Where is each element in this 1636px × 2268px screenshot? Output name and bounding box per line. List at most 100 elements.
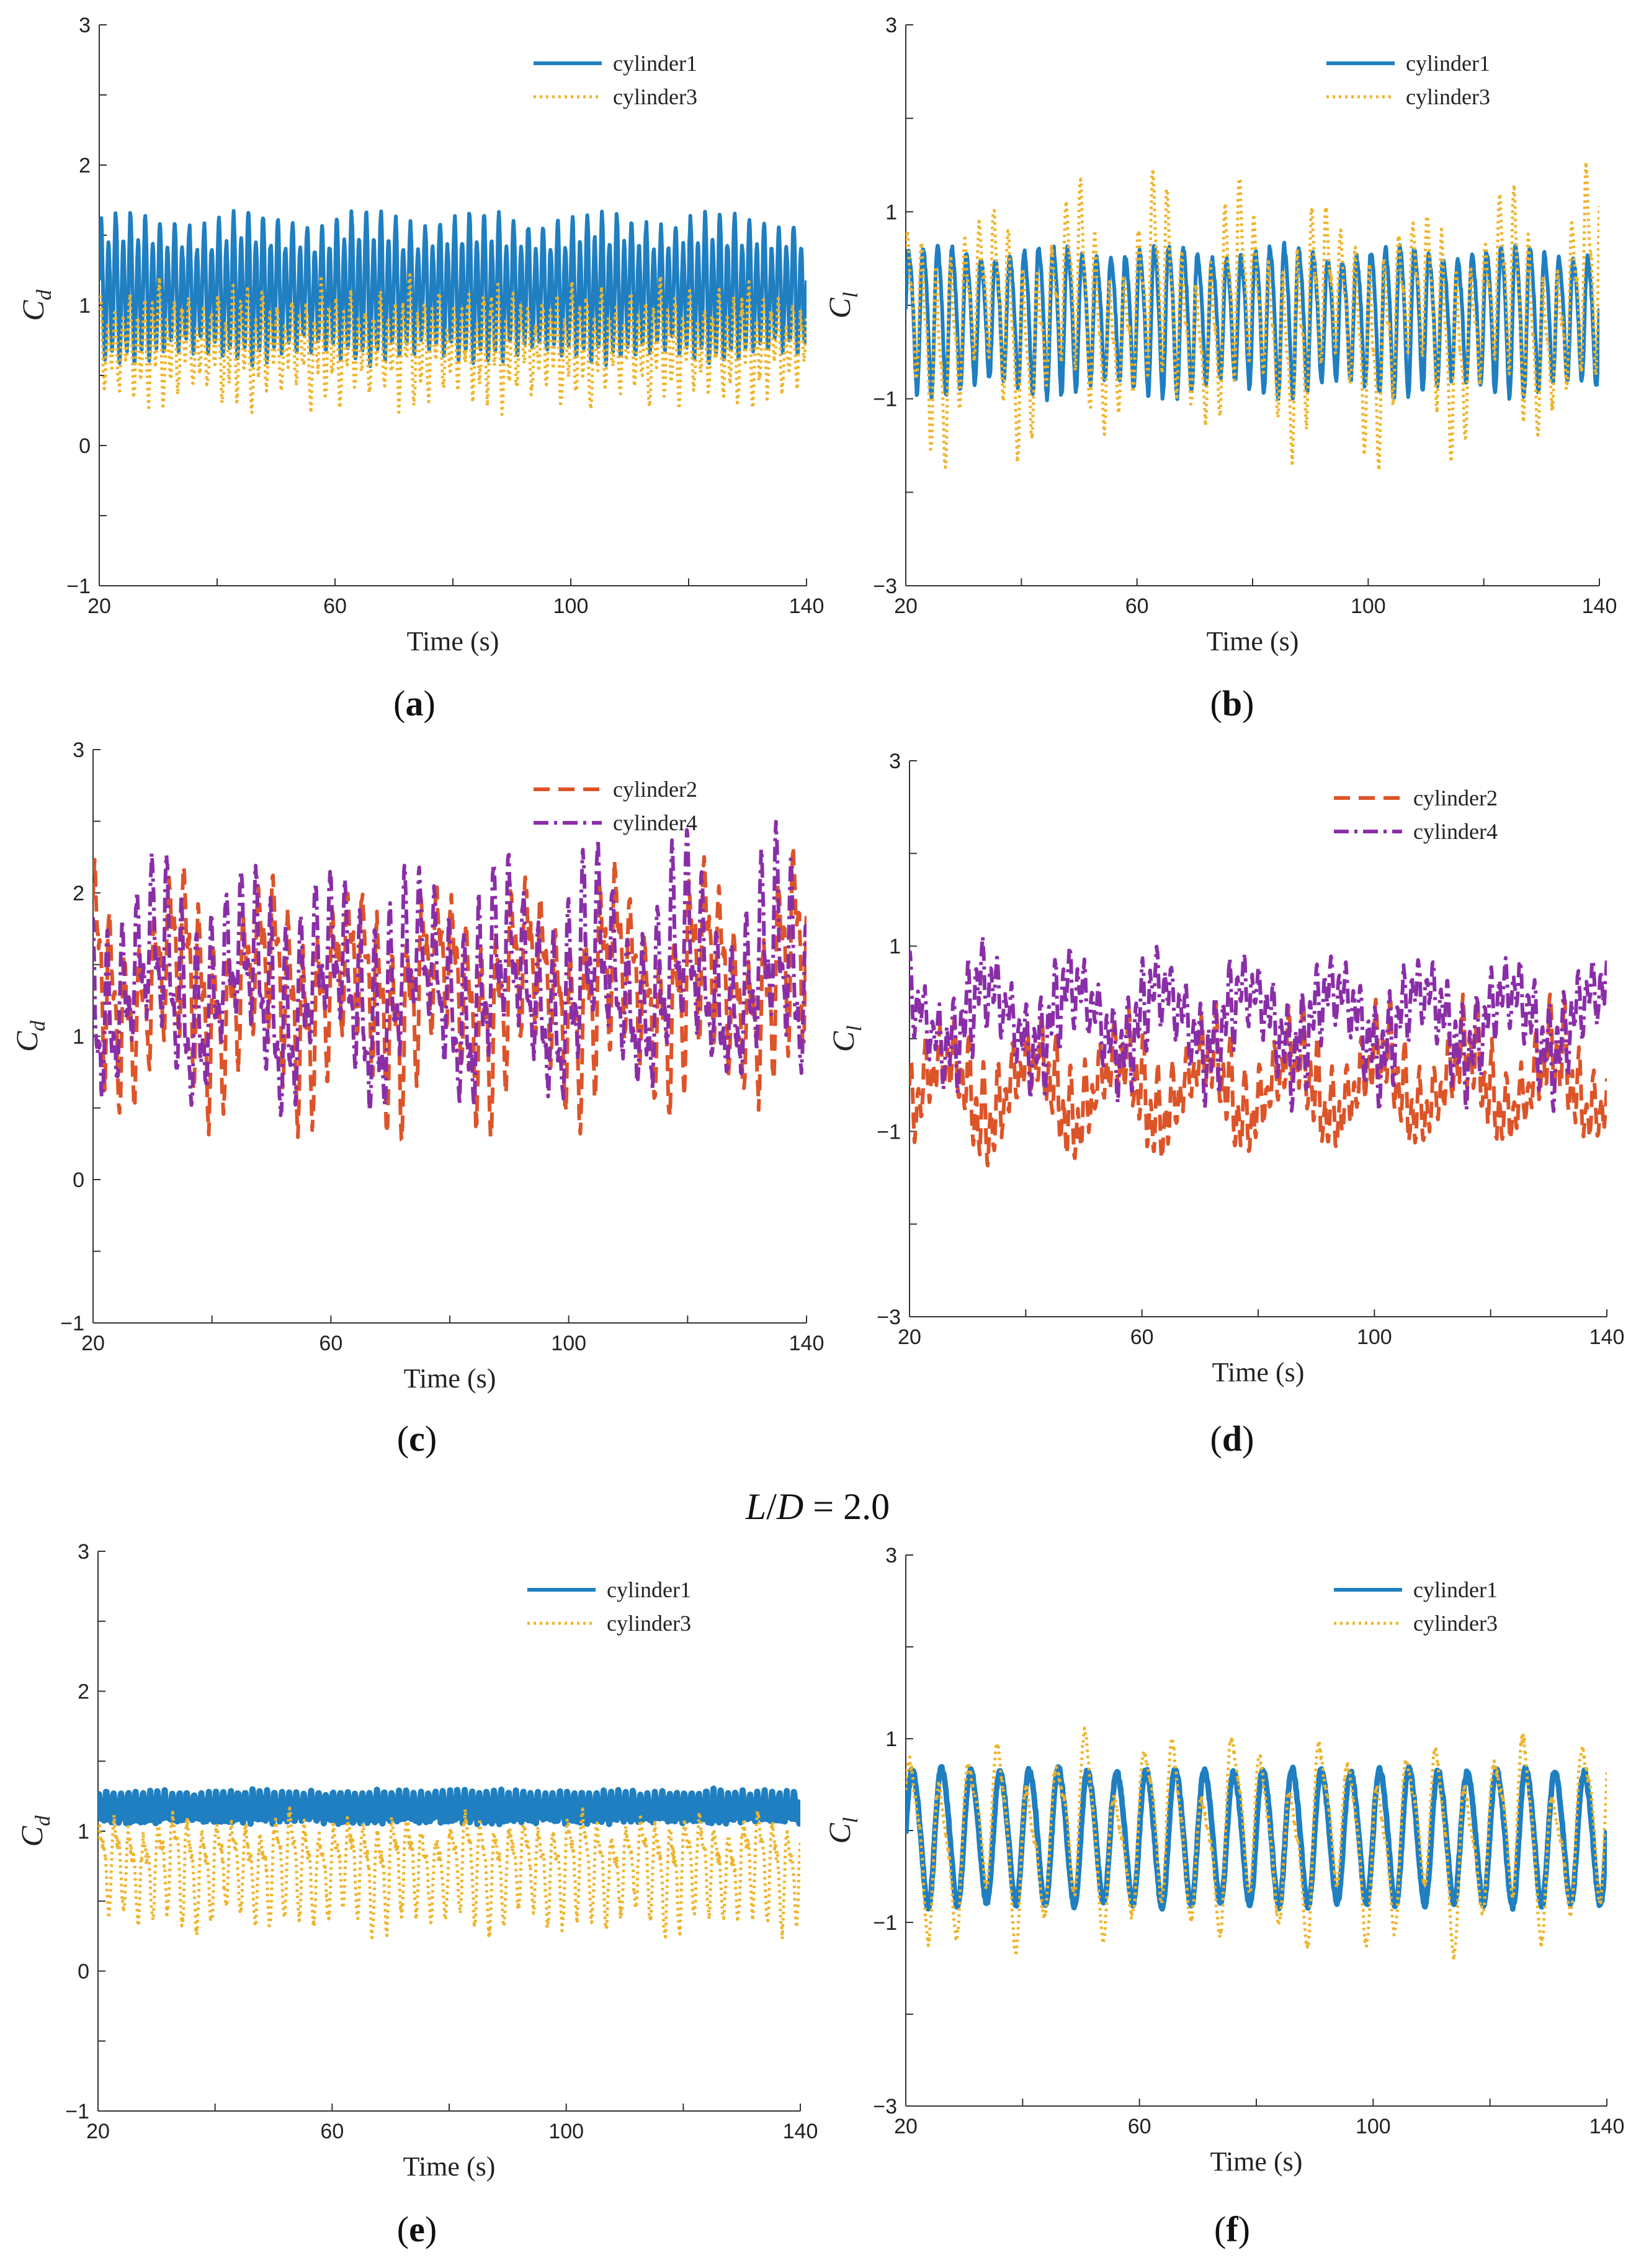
x-axis-title-unit: (s) [1276, 1357, 1304, 1387]
center-label-rhs: = 2.0 [803, 1486, 890, 1527]
series-line-cylinder4-d [910, 935, 1607, 1113]
y-tick-label-d-0: −3 [877, 1306, 901, 1329]
y-axis-title-f: Cl [822, 1818, 862, 1844]
legend-label-cylinder2-c: cylinder2 [613, 777, 697, 802]
panel-b: 20 60 100 140 −3 −1 1 3 Time (s) Cl cylinder1 cylin… [822, 14, 1617, 724]
y-tick-label-e-4: 3 [78, 1540, 89, 1564]
panel-caption-letter: b [1222, 683, 1242, 724]
panel-caption-letter: c [409, 1419, 425, 1459]
series-group-c [93, 820, 807, 1142]
series-line-cylinder1-e [98, 1785, 800, 1827]
x-axis-title-unit: (s) [1274, 2146, 1302, 2177]
series-group-f [906, 1726, 1607, 1962]
center-label-mid: D [776, 1486, 803, 1527]
panel-f: 20 60 100 140 −3 −1 1 3 Time (s) Cl cylinder1 cylin… [822, 1544, 1624, 2249]
legend-label-cylinder3-e: cylinder3 [607, 1611, 691, 1636]
y-axis-title-text: C [16, 300, 50, 321]
y-axis-title-sub: l [839, 1818, 862, 1823]
x-tick-label-c-0: 20 [81, 1332, 105, 1355]
series-line-cylinder3-e [98, 1806, 800, 1941]
y-tick-label-b-1: −1 [873, 388, 897, 411]
series-line-cylinder3-a [99, 273, 807, 416]
x-tick-label-b-0: 20 [894, 594, 918, 618]
y-tick-label-c-4: 3 [73, 738, 84, 762]
y-axis-title-text: C [822, 1822, 857, 1844]
panel-caption-c: (c) [397, 1419, 437, 1459]
legend-label-cylinder1-f: cylinder1 [1413, 1577, 1498, 1602]
y-tick-label-a-3: 2 [79, 154, 91, 177]
y-tick-label-f-2: 1 [885, 1728, 897, 1751]
y-tick-label-a-2: 1 [79, 294, 91, 318]
x-axis-title-unit: (s) [470, 626, 499, 657]
x-tick-label-e-1: 60 [320, 2120, 344, 2143]
y-tick-label-d-2: 1 [889, 935, 901, 959]
y-tick-label-c-1: 0 [73, 1168, 84, 1192]
x-axis-title-text: Time [403, 2151, 467, 2182]
y-tick-label-b-0: −3 [873, 575, 897, 598]
x-axis-title-text: Time [1207, 626, 1270, 657]
x-tick-label-a-0: 20 [87, 594, 111, 618]
y-axis-title-sub: l [839, 292, 862, 298]
center-label-lhs: L [745, 1486, 766, 1527]
y-tick-label-c-0: −1 [60, 1312, 84, 1335]
x-axis-title-a: Time (s) [407, 626, 499, 657]
panel-caption-a: (a) [393, 683, 436, 724]
y-axis-title-a: Cd [16, 289, 56, 321]
panel-caption-letter: d [1222, 1419, 1242, 1459]
x-axis-title-c: Time (s) [404, 1363, 496, 1394]
y-tick-label-b-3: 3 [885, 14, 897, 37]
series-group-e [98, 1785, 800, 1941]
x-tick-label-b-1: 60 [1125, 594, 1149, 618]
panel-caption-e: (e) [397, 2209, 437, 2249]
x-axis-title-b: Time (s) [1207, 626, 1299, 657]
y-tick-label-f-0: −3 [873, 2095, 897, 2118]
x-tick-label-e-2: 100 [548, 2120, 584, 2143]
y-tick-label-e-0: −1 [65, 2100, 89, 2123]
y-axis-title-sub: l [843, 1026, 866, 1031]
x-axis-title-e: Time (s) [403, 2151, 496, 2182]
legend-label-cylinder1-e: cylinder1 [607, 1577, 691, 1602]
y-axis-title-c: Cd [9, 1020, 50, 1052]
panel-caption-letter: a [406, 683, 424, 724]
x-tick-label-a-3: 140 [789, 594, 825, 618]
series-line-cylinder1-a [99, 208, 807, 369]
y-tick-label-a-1: 0 [79, 434, 91, 458]
x-axis-title-f: Time (s) [1210, 2146, 1303, 2177]
legend-label-cylinder3-f: cylinder3 [1413, 1611, 1498, 1636]
panel-d: 20 60 100 140 −3 −1 1 3 Time (s) Cl cylinder2 cylin… [826, 750, 1624, 1459]
series-line-cylinder1-b [906, 241, 1599, 403]
x-axis-title-text: Time [1210, 2146, 1274, 2177]
series-group-d [910, 935, 1607, 1168]
y-axis-title-text: C [9, 1031, 44, 1052]
y-tick-label-a-0: −1 [66, 575, 91, 598]
series-line-cylinder4-c [93, 820, 807, 1118]
panel-c: 20 60 100 140 −1 0 1 2 3 Time (s) Cd cylinder2 cylin… [9, 738, 824, 1459]
y-tick-label-a-4: 3 [79, 14, 91, 37]
legend-label-cylinder2-d: cylinder2 [1413, 786, 1498, 810]
y-tick-label-d-3: 3 [889, 750, 901, 773]
x-axis-title-unit: (s) [1270, 626, 1299, 657]
y-tick-label-c-2: 1 [73, 1025, 84, 1049]
legend-label-cylinder4-d: cylinder4 [1413, 819, 1498, 844]
x-tick-label-f-0: 20 [894, 2115, 918, 2138]
x-tick-label-c-3: 140 [789, 1332, 825, 1355]
legend-label-cylinder1-b: cylinder1 [1406, 51, 1490, 76]
y-axis-title-text: C [826, 1031, 860, 1052]
panel-e: 20 60 100 140 −1 0 1 2 3 Time (s) Cd cylinder1 cylin… [14, 1540, 818, 2249]
y-tick-label-d-1: −1 [877, 1120, 901, 1144]
x-axis-title-text: Time [1212, 1357, 1276, 1387]
x-tick-label-e-3: 140 [783, 2120, 818, 2143]
panel-caption-d: (d) [1210, 1419, 1254, 1459]
y-axis-title-b: Cl [822, 292, 862, 319]
y-axis-title-sub: d [33, 289, 56, 300]
y-tick-label-e-3: 2 [78, 1680, 89, 1704]
x-tick-label-f-3: 140 [1589, 2115, 1625, 2138]
series-group-a [99, 208, 807, 416]
series-line-cylinder2-d [910, 992, 1607, 1168]
x-axis-title-unit: (s) [467, 1363, 496, 1394]
x-tick-label-e-0: 20 [86, 2120, 110, 2143]
panel-a: 20 60 100 140 −1 0 1 2 3 Time (s) Cd cylinder1 cylin… [16, 14, 824, 724]
y-axis-title-text: C [14, 1826, 49, 1847]
